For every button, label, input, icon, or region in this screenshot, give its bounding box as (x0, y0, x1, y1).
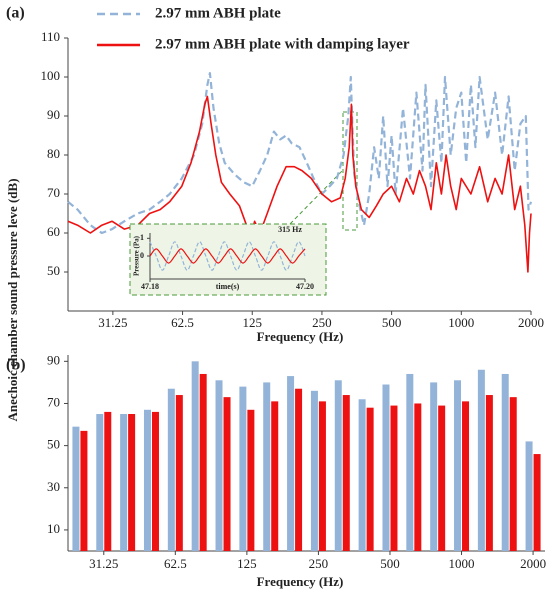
y-tick-label: 90 (47, 352, 60, 367)
bar (454, 380, 462, 551)
x-tick-label: 62.5 (164, 556, 187, 571)
bar (167, 388, 175, 551)
bar (414, 403, 422, 551)
bar (72, 426, 80, 551)
bar (96, 414, 104, 551)
x-axis-label: Frequency (Hz) (257, 329, 344, 344)
inset-box (129, 223, 327, 296)
y-tick-label: 50 (47, 437, 60, 452)
line (67, 72, 533, 235)
bar (239, 386, 247, 551)
legend-label: 2.97 mm ABH plate (155, 5, 281, 21)
y-tick-label: 80 (47, 146, 60, 161)
bar (247, 409, 255, 551)
bar (120, 414, 128, 551)
bar (215, 380, 223, 551)
y-axis-label: Pressure (Pa) (133, 235, 141, 276)
x-tick-label: 250 (312, 315, 332, 330)
bar (462, 401, 470, 551)
y-tick-label: 90 (47, 107, 60, 122)
bar (318, 401, 326, 551)
x-tick-label: 250 (309, 556, 329, 571)
bar (438, 405, 446, 551)
y-tick-label: 30 (47, 479, 60, 494)
bar (263, 382, 271, 551)
bar (199, 373, 207, 551)
y-tick-label: 50 (47, 263, 60, 278)
bar (334, 380, 342, 551)
bar (390, 405, 398, 551)
x-tick-label: 125 (242, 315, 262, 330)
bar (175, 395, 183, 551)
x-tick-label: 500 (380, 556, 400, 571)
panel-label: (b) (6, 357, 26, 374)
annotation: 315 Hz (278, 225, 302, 234)
bar (509, 397, 517, 551)
bar (382, 384, 390, 551)
bar (104, 411, 112, 551)
bar (80, 430, 88, 551)
x-tick-label: 31.25 (89, 556, 118, 571)
bar (366, 407, 374, 551)
bar (406, 373, 414, 551)
line (149, 248, 306, 264)
x-tick-label: 62.5 (171, 315, 194, 330)
y-tick-label: 70 (47, 394, 60, 409)
bar (358, 399, 366, 551)
bar (430, 382, 438, 551)
bar (191, 361, 199, 551)
zoom-box (342, 111, 358, 231)
y-tick-label: 1 (140, 233, 144, 242)
x-axis-label: time(s) (216, 282, 240, 291)
y-tick-label: 10 (47, 521, 60, 536)
line (149, 241, 306, 271)
y-tick-label: 60 (47, 224, 60, 239)
x-tick-label: 2000 (520, 556, 546, 571)
line (67, 95, 532, 273)
bar (143, 409, 151, 551)
y-tick-label: 0 (140, 251, 144, 260)
x-tick-label: 31.25 (98, 315, 127, 330)
zoom-connector (289, 169, 344, 225)
y-tick-label: 70 (47, 185, 60, 200)
bar (310, 390, 318, 551)
bar (477, 369, 485, 551)
y-tick-label: 110 (41, 29, 60, 44)
bar (525, 441, 533, 551)
x-tick-label: 500 (382, 315, 402, 330)
bar (271, 401, 279, 551)
bar (223, 397, 231, 551)
bar (533, 454, 541, 551)
bar (287, 376, 295, 551)
bar (501, 373, 509, 551)
bar (128, 414, 136, 551)
bar (485, 395, 493, 551)
x-tick-label: 47.18 (141, 282, 159, 291)
bar (342, 395, 350, 551)
y-tick-label: 100 (41, 68, 61, 83)
panel-label: (a) (6, 5, 25, 22)
x-tick-label: 125 (237, 556, 257, 571)
x-tick-label: 2000 (518, 315, 544, 330)
x-tick-label: 1000 (449, 556, 475, 571)
x-tick-label: 47.20 (296, 282, 314, 291)
legend-label: 2.97 mm ABH plate with damping layer (155, 36, 410, 52)
x-tick-label: 1000 (448, 315, 474, 330)
bar (151, 411, 159, 551)
x-axis-label: Frequency (Hz) (257, 574, 344, 589)
y-axis-label: Anechoic chamber sound pressure leve (dB… (5, 178, 20, 421)
bar (295, 388, 303, 551)
